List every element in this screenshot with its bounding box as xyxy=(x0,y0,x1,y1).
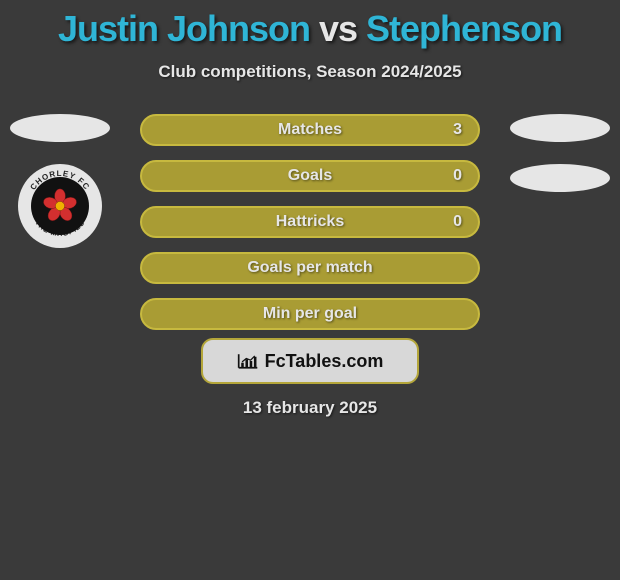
brand-pill[interactable]: FcTables.com xyxy=(201,338,419,384)
stat-value-right: 3 xyxy=(453,121,462,139)
stat-label: Matches xyxy=(278,121,342,139)
page-title: Justin Johnson vs Stephenson xyxy=(58,8,562,50)
stat-pill: Hattricks 0 xyxy=(140,206,480,238)
footer-date: 13 february 2025 xyxy=(243,398,377,418)
player1-name: Justin Johnson xyxy=(58,8,310,49)
player2-name: Stephenson xyxy=(366,8,562,49)
stat-pill: Min per goal xyxy=(140,298,480,330)
left-column: CHORLEY FC THE MAGPIES xyxy=(10,114,110,330)
stats-column: Matches 3 Goals 0 Hattricks 0 Goals per match M… xyxy=(130,114,490,330)
stat-pill: Matches 3 xyxy=(140,114,480,146)
stat-value-right: 0 xyxy=(453,213,462,231)
stat-pill: Goals per match xyxy=(140,252,480,284)
stat-label: Goals xyxy=(288,167,332,185)
stat-pill: Goals 0 xyxy=(140,160,480,192)
brand-text: FcTables.com xyxy=(265,351,384,372)
badge-inner-circle xyxy=(31,177,89,235)
comparison-card: Justin Johnson vs Stephenson Club compet… xyxy=(0,0,620,418)
club-badge: CHORLEY FC THE MAGPIES xyxy=(18,164,102,248)
right-column xyxy=(510,114,610,330)
vs-text: vs xyxy=(319,8,357,49)
stat-label: Hattricks xyxy=(276,213,344,231)
brand-chart-icon xyxy=(237,352,259,370)
stat-label: Goals per match xyxy=(247,259,372,277)
player1-silhouette-placeholder xyxy=(10,114,110,142)
body-row: CHORLEY FC THE MAGPIES xyxy=(0,114,620,330)
player2-silhouette-placeholder-2 xyxy=(510,164,610,192)
stat-label: Min per goal xyxy=(263,305,357,323)
subtitle: Club competitions, Season 2024/2025 xyxy=(158,62,461,82)
stat-value-right: 0 xyxy=(453,167,462,185)
rose-icon xyxy=(42,188,78,224)
player2-silhouette-placeholder-1 xyxy=(510,114,610,142)
